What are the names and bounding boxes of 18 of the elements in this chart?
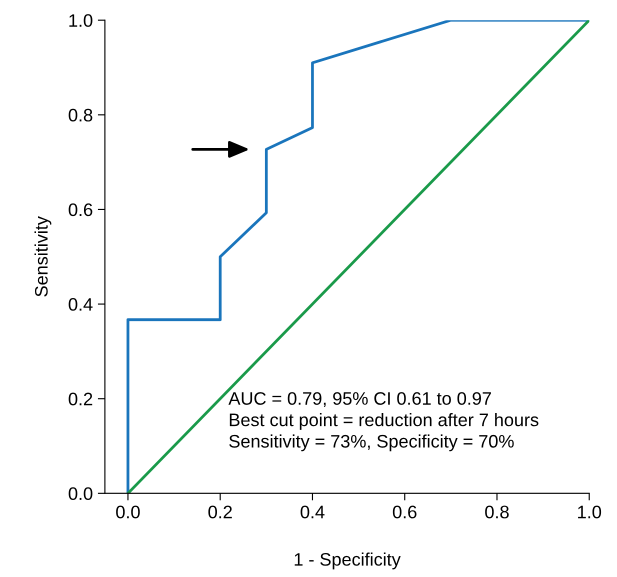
x-tick-label: 0.4 bbox=[300, 506, 324, 518]
annotation: AUC = 0.79, 95% CI 0.61 to 0.97 bbox=[228, 392, 491, 408]
x-tick-label: 1.0 bbox=[578, 506, 602, 518]
y-tick-label: 0.6 bbox=[68, 203, 92, 216]
y-tick-label: 0.8 bbox=[68, 108, 92, 122]
y-axis-title: Sensitivity bbox=[34, 216, 52, 297]
x-tick-label: 0.0 bbox=[116, 506, 140, 518]
x-tick-label: 0.2 bbox=[208, 506, 232, 518]
x-axis-title: 1 - Specificity bbox=[294, 552, 401, 570]
line-series bbox=[126, 20, 590, 494]
y-tick-label: 0.4 bbox=[68, 298, 93, 311]
x-tick-label: 0.6 bbox=[392, 506, 416, 518]
annotation: Sensitivity = 73%, Specificity = 70% bbox=[229, 434, 514, 452]
y-tick-label: 0.0 bbox=[68, 487, 92, 500]
y-tick-label: 0.2 bbox=[68, 392, 92, 406]
annotation: Best cut point = reduction after 7 hours bbox=[230, 413, 538, 430]
y-tick-label: 1.0 bbox=[69, 14, 92, 27]
x-tick-label: 0.8 bbox=[485, 506, 509, 518]
